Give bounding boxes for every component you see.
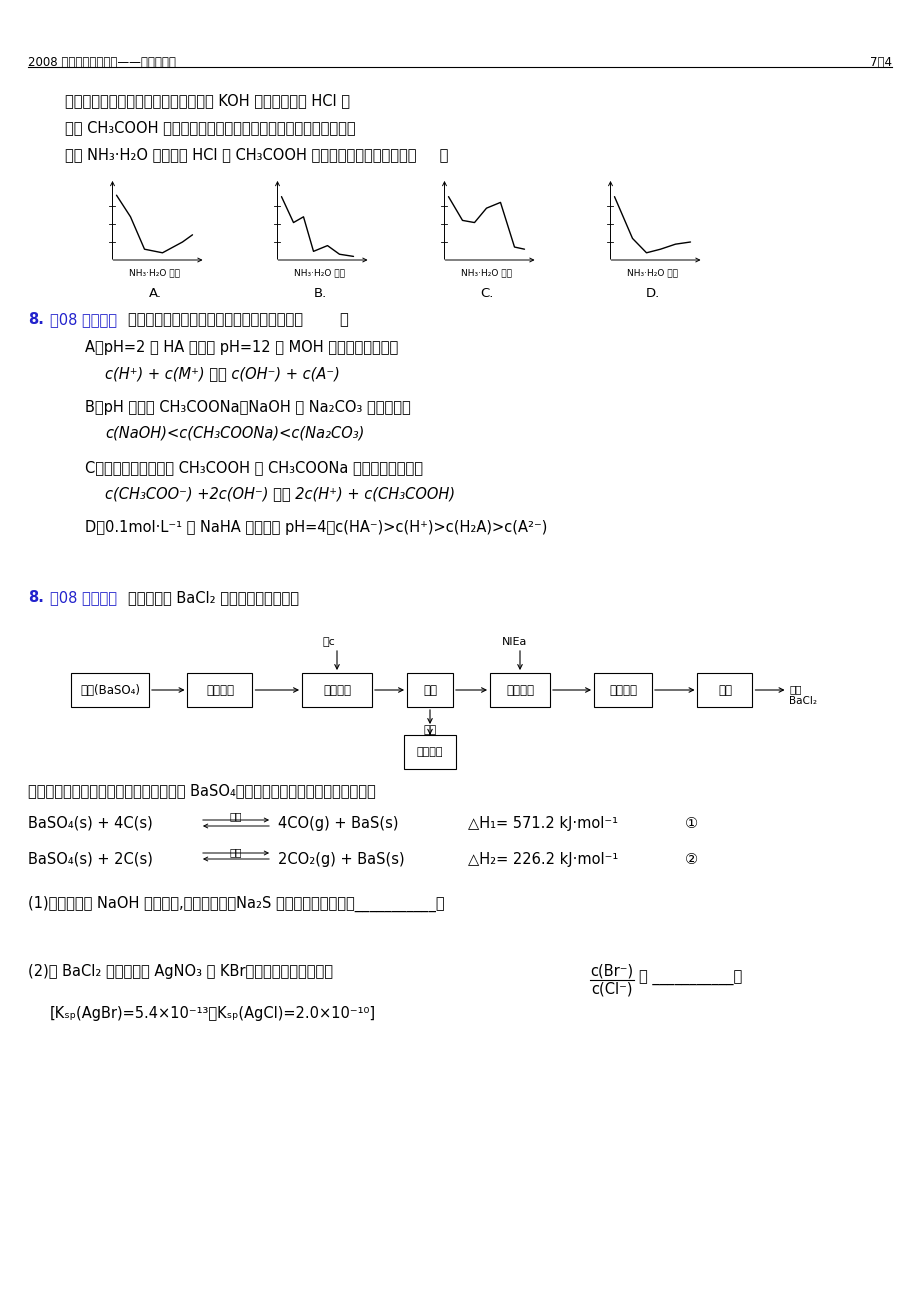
Text: 下列溶液中有关物质的量浓度关系正确的是（        ）: 下列溶液中有关物质的量浓度关系正确的是（ ） <box>128 312 348 327</box>
Text: A.: A. <box>148 286 162 299</box>
Text: △H₁= 571.2 kJ·mol⁻¹: △H₁= 571.2 kJ·mol⁻¹ <box>468 816 618 831</box>
Text: B.: B. <box>313 286 326 299</box>
Text: 变化可以确定滴定反应的终应。右图是 KOH 溶液分别滴定 HCl 溶: 变化可以确定滴定反应的终应。右图是 KOH 溶液分别滴定 HCl 溶 <box>65 92 349 108</box>
Text: A．pH=2 的 HA 溶液与 pH=12 的 MOH 溶液任意比混合：: A．pH=2 的 HA 溶液与 pH=12 的 MOH 溶液任意比混合： <box>85 340 398 355</box>
Text: 2008 高考化学分类解析——电解质溶液: 2008 高考化学分类解析——电解质溶液 <box>28 56 176 69</box>
Text: 过滤: 过滤 <box>423 684 437 697</box>
Bar <box>406 673 452 707</box>
Text: 液和 CH₃COOH 溶液的滴定曲线示意图。下列示意图中，能正确表: 液和 CH₃COOH 溶液的滴定曲线示意图。下列示意图中，能正确表 <box>65 120 356 135</box>
Text: 示用 NH₃·H₂O 溶液滴定 HCl 和 CH₃COOH 混合溶液的滴定曲线的是（     ）: 示用 NH₃·H₂O 溶液滴定 HCl 和 CH₃COOH 混合溶液的滴定曲线的… <box>65 147 448 161</box>
Text: C.: C. <box>480 286 494 299</box>
Text: 4CO(g) + BaS(s): 4CO(g) + BaS(s) <box>278 816 398 831</box>
Text: NH₃·H₂O 体积: NH₃·H₂O 体积 <box>627 268 678 277</box>
Bar <box>403 736 456 769</box>
Text: 产品
BaCl₂: 产品 BaCl₂ <box>789 684 817 706</box>
Text: （08 江苏卷）: （08 江苏卷） <box>50 590 117 605</box>
Text: c(NaOH)<c(CH₃COONa)<c(Na₂CO₃): c(NaOH)<c(CH₃COONa)<c(Na₂CO₃) <box>105 426 364 441</box>
Text: 废水处理: 废水处理 <box>416 747 443 756</box>
Text: 工业上制备 BaCl₂ 的工艺流程图如下：: 工业上制备 BaCl₂ 的工艺流程图如下： <box>128 590 299 605</box>
Text: c(Cl⁻): c(Cl⁻) <box>591 980 632 996</box>
Text: 8.: 8. <box>28 312 44 327</box>
Text: (2)向 BaCl₂ 溶液中加入 AgNO₃ 和 KBr，当两种沉淀共存时，: (2)向 BaCl₂ 溶液中加入 AgNO₃ 和 KBr，当两种沉淀共存时， <box>28 963 333 979</box>
Text: 高温: 高温 <box>230 848 242 857</box>
Text: 8.: 8. <box>28 590 44 605</box>
Text: 高温还原: 高温还原 <box>323 684 351 697</box>
Text: 高温: 高温 <box>230 811 242 822</box>
Text: NH₃·H₂O 体积: NH₃·H₂O 体积 <box>461 268 512 277</box>
Text: C．物质的量浓度相等 CH₃COOH 和 CH₃COONa 溶液等体积混合：: C．物质的量浓度相等 CH₃COOH 和 CH₃COONa 溶液等体积混合： <box>85 460 423 475</box>
Text: 某研究小组在实验室用重晶石（主要成分 BaSO₄）对工业过程进行模拟实验。查表得: 某研究小组在实验室用重晶石（主要成分 BaSO₄）对工业过程进行模拟实验。查表得 <box>28 783 375 798</box>
Text: 蒸发浓缩: 蒸发浓缩 <box>608 684 636 697</box>
Text: D.: D. <box>645 286 660 299</box>
Text: 矿石(BaSO₄): 矿石(BaSO₄) <box>80 684 140 697</box>
Text: △H₂= 226.2 kJ·mol⁻¹: △H₂= 226.2 kJ·mol⁻¹ <box>468 852 618 867</box>
Text: D．0.1mol·L⁻¹ 的 NaHA 溶液，其 pH=4：c(HA⁻)>c(H⁺)>c(H₂A)>c(A²⁻): D．0.1mol·L⁻¹ 的 NaHA 溶液，其 pH=4：c(HA⁻)>c(H… <box>85 519 547 535</box>
Text: NH₃·H₂O 体积: NH₃·H₂O 体积 <box>130 268 180 277</box>
Text: BaSO₄(s) + 4C(s): BaSO₄(s) + 4C(s) <box>28 816 153 831</box>
Bar <box>187 673 252 707</box>
Text: [Kₛₚ(AgBr)=5.4×10⁻¹³，Kₛₚ(AgCl)=2.0×10⁻¹⁰]: [Kₛₚ(AgBr)=5.4×10⁻¹³，Kₛₚ(AgCl)=2.0×10⁻¹⁰… <box>50 1006 376 1021</box>
Bar <box>594 673 652 707</box>
Text: 废渣: 废渣 <box>423 725 437 736</box>
Text: 干燥: 干燥 <box>717 684 732 697</box>
Text: NlEa: NlEa <box>502 637 528 647</box>
Text: ②: ② <box>685 852 698 867</box>
Text: 2CO₂(g) + BaS(s): 2CO₂(g) + BaS(s) <box>278 852 404 867</box>
Bar <box>71 673 149 707</box>
Text: c(Br⁻): c(Br⁻) <box>590 963 633 979</box>
Text: ＝ ___________。: ＝ ___________。 <box>639 971 742 986</box>
Text: NH₃·H₂O 体积: NH₃·H₂O 体积 <box>294 268 346 277</box>
Text: ①: ① <box>685 816 698 831</box>
Text: c(H⁺) + c(M⁺) ＝＝ c(OH⁻) + c(A⁻): c(H⁺) + c(M⁺) ＝＝ c(OH⁻) + c(A⁻) <box>105 366 339 381</box>
Text: BaSO₄(s) + 2C(s): BaSO₄(s) + 2C(s) <box>28 852 153 867</box>
Bar <box>490 673 550 707</box>
Text: (1)气体用过量 NaOH 溶液吸收,得到硫化钠。Na₂S 水解的离子方程式为___________。: (1)气体用过量 NaOH 溶液吸收,得到硫化钠。Na₂S 水解的离子方程式为_… <box>28 896 444 913</box>
Bar <box>301 673 371 707</box>
Bar <box>697 673 752 707</box>
Text: 盐c: 盐c <box>323 637 335 647</box>
Text: 7－4: 7－4 <box>869 56 891 69</box>
Text: 粉碎研磨: 粉碎研磨 <box>206 684 233 697</box>
Text: B．pH 相等的 CH₃COONa、NaOH 和 Na₂CO₃ 三种溶液：: B．pH 相等的 CH₃COONa、NaOH 和 Na₂CO₃ 三种溶液： <box>85 400 410 415</box>
Text: （08 江苏卷）: （08 江苏卷） <box>50 312 117 327</box>
Text: 盐酸溶解: 盐酸溶解 <box>505 684 533 697</box>
Text: c(CH₃COO⁻) +2c(OH⁻) ＝＝ 2c(H⁺) + c(CH₃COOH): c(CH₃COO⁻) +2c(OH⁻) ＝＝ 2c(H⁺) + c(CH₃COO… <box>105 486 455 501</box>
